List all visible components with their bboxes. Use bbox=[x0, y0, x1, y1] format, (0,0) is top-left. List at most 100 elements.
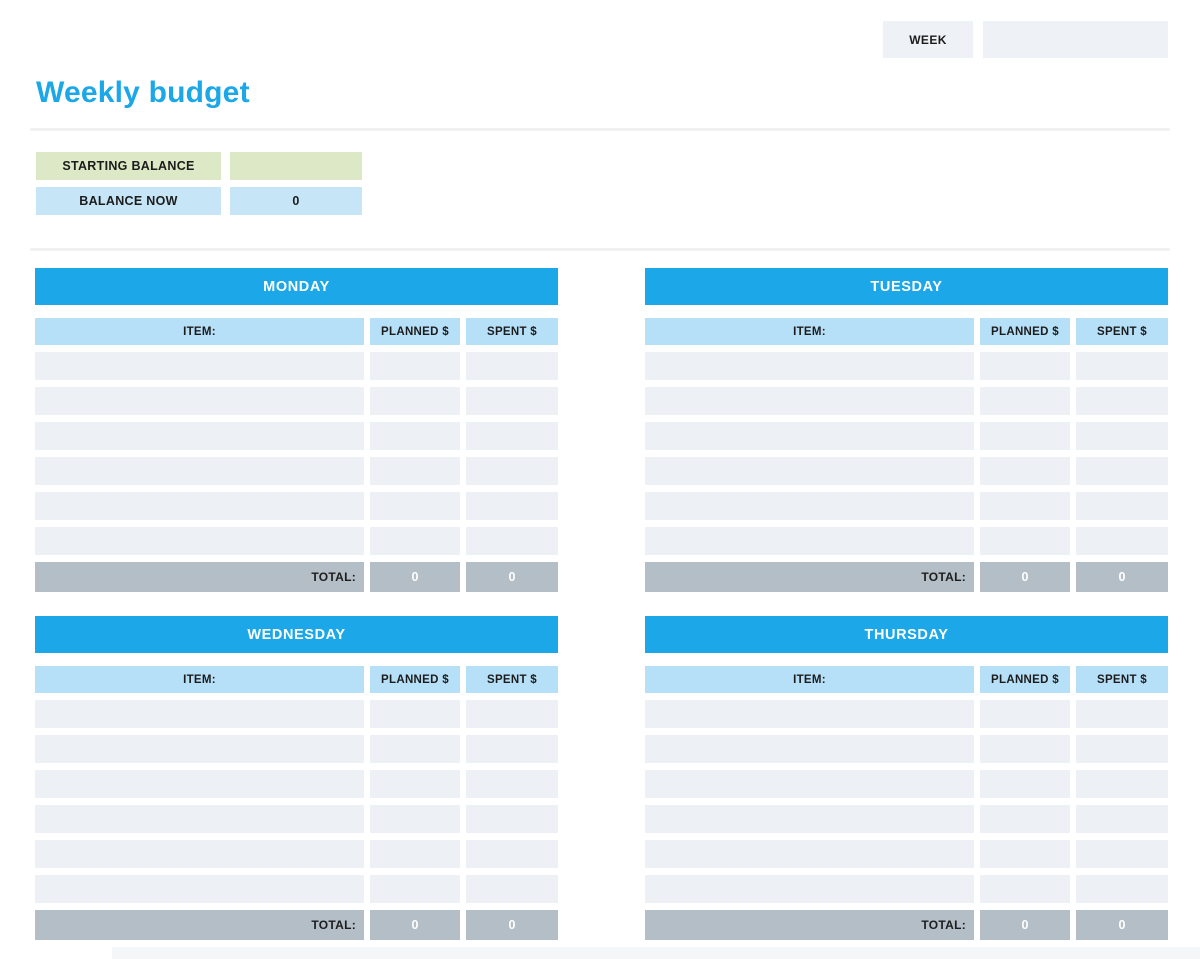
planned-column-header: PLANNED $ bbox=[980, 318, 1070, 345]
spent-cell[interactable] bbox=[466, 840, 558, 868]
spent-cell[interactable] bbox=[1076, 527, 1168, 555]
spent-cell[interactable] bbox=[466, 492, 558, 520]
spent-cell[interactable] bbox=[1076, 387, 1168, 415]
spent-cell[interactable] bbox=[466, 735, 558, 763]
spent-total-cell[interactable]: 0 bbox=[466, 562, 558, 592]
spent-cell[interactable] bbox=[1076, 735, 1168, 763]
spent-cell[interactable] bbox=[1076, 770, 1168, 798]
spent-total-cell[interactable]: 0 bbox=[1076, 562, 1168, 592]
planned-cell[interactable] bbox=[370, 527, 460, 555]
planned-cell[interactable] bbox=[370, 387, 460, 415]
planned-cell[interactable] bbox=[980, 875, 1070, 903]
planned-total-cell[interactable]: 0 bbox=[370, 562, 460, 592]
item-cell[interactable] bbox=[645, 352, 974, 380]
total-label: TOTAL: bbox=[645, 910, 974, 940]
planned-cell[interactable] bbox=[370, 875, 460, 903]
item-cell[interactable] bbox=[645, 700, 974, 728]
spent-cell[interactable] bbox=[466, 700, 558, 728]
starting-balance-value-cell[interactable] bbox=[230, 152, 362, 180]
table-row bbox=[645, 457, 1168, 485]
spent-cell[interactable] bbox=[466, 422, 558, 450]
spent-column-header: SPENT $ bbox=[1076, 318, 1168, 345]
spent-cell[interactable] bbox=[1076, 700, 1168, 728]
planned-cell[interactable] bbox=[980, 770, 1070, 798]
rows-area bbox=[645, 700, 1168, 903]
spent-cell[interactable] bbox=[1076, 805, 1168, 833]
planned-cell[interactable] bbox=[980, 527, 1070, 555]
item-cell[interactable] bbox=[645, 492, 974, 520]
planned-cell[interactable] bbox=[980, 700, 1070, 728]
column-header-row: ITEM: PLANNED $ SPENT $ bbox=[645, 666, 1168, 693]
table-row bbox=[35, 387, 558, 415]
week-label: WEEK bbox=[883, 21, 973, 58]
item-cell[interactable] bbox=[35, 805, 364, 833]
item-cell[interactable] bbox=[35, 457, 364, 485]
planned-cell[interactable] bbox=[980, 422, 1070, 450]
spent-cell[interactable] bbox=[466, 770, 558, 798]
spent-total-cell[interactable]: 0 bbox=[1076, 910, 1168, 940]
week-value-cell[interactable] bbox=[983, 21, 1168, 58]
spent-cell[interactable] bbox=[466, 352, 558, 380]
planned-cell[interactable] bbox=[370, 352, 460, 380]
column-header-row: ITEM: PLANNED $ SPENT $ bbox=[35, 318, 558, 345]
spent-cell[interactable] bbox=[466, 457, 558, 485]
planned-total-cell[interactable]: 0 bbox=[980, 562, 1070, 592]
planned-column-header: PLANNED $ bbox=[370, 666, 460, 693]
planned-cell[interactable] bbox=[370, 422, 460, 450]
planned-cell[interactable] bbox=[370, 770, 460, 798]
planned-cell[interactable] bbox=[980, 840, 1070, 868]
item-cell[interactable] bbox=[35, 492, 364, 520]
item-cell[interactable] bbox=[35, 700, 364, 728]
planned-cell[interactable] bbox=[980, 735, 1070, 763]
planned-cell[interactable] bbox=[980, 492, 1070, 520]
column-header-row: ITEM: PLANNED $ SPENT $ bbox=[645, 318, 1168, 345]
planned-total-cell[interactable]: 0 bbox=[980, 910, 1070, 940]
spent-cell[interactable] bbox=[1076, 352, 1168, 380]
planned-cell[interactable] bbox=[370, 735, 460, 763]
item-cell[interactable] bbox=[645, 770, 974, 798]
table-row bbox=[645, 352, 1168, 380]
item-cell[interactable] bbox=[35, 422, 364, 450]
item-cell[interactable] bbox=[35, 735, 364, 763]
item-cell[interactable] bbox=[645, 387, 974, 415]
item-cell[interactable] bbox=[35, 875, 364, 903]
balance-now-label: BALANCE NOW bbox=[36, 187, 221, 215]
planned-cell[interactable] bbox=[980, 805, 1070, 833]
item-cell[interactable] bbox=[645, 875, 974, 903]
spent-cell[interactable] bbox=[466, 875, 558, 903]
planned-cell[interactable] bbox=[370, 700, 460, 728]
item-cell[interactable] bbox=[645, 422, 974, 450]
spent-cell[interactable] bbox=[1076, 422, 1168, 450]
planned-cell[interactable] bbox=[370, 805, 460, 833]
table-row bbox=[645, 770, 1168, 798]
planned-cell[interactable] bbox=[980, 457, 1070, 485]
spent-cell[interactable] bbox=[1076, 840, 1168, 868]
spent-total-cell[interactable]: 0 bbox=[466, 910, 558, 940]
item-cell[interactable] bbox=[645, 805, 974, 833]
item-cell[interactable] bbox=[645, 457, 974, 485]
item-cell[interactable] bbox=[645, 527, 974, 555]
spent-cell[interactable] bbox=[466, 527, 558, 555]
table-row bbox=[645, 805, 1168, 833]
spent-cell[interactable] bbox=[466, 387, 558, 415]
divider-middle bbox=[30, 248, 1170, 251]
item-cell[interactable] bbox=[35, 352, 364, 380]
planned-total-cell[interactable]: 0 bbox=[370, 910, 460, 940]
item-cell[interactable] bbox=[645, 840, 974, 868]
day-header: THURSDAY bbox=[645, 616, 1168, 653]
planned-cell[interactable] bbox=[370, 840, 460, 868]
spent-cell[interactable] bbox=[1076, 492, 1168, 520]
item-cell[interactable] bbox=[35, 527, 364, 555]
item-cell[interactable] bbox=[35, 387, 364, 415]
spent-cell[interactable] bbox=[1076, 875, 1168, 903]
item-cell[interactable] bbox=[35, 770, 364, 798]
planned-cell[interactable] bbox=[370, 492, 460, 520]
item-cell[interactable] bbox=[35, 840, 364, 868]
spent-cell[interactable] bbox=[1076, 457, 1168, 485]
item-cell[interactable] bbox=[645, 735, 974, 763]
planned-cell[interactable] bbox=[370, 457, 460, 485]
planned-cell[interactable] bbox=[980, 387, 1070, 415]
spent-cell[interactable] bbox=[466, 805, 558, 833]
planned-cell[interactable] bbox=[980, 352, 1070, 380]
balance-now-value-cell[interactable]: 0 bbox=[230, 187, 362, 215]
